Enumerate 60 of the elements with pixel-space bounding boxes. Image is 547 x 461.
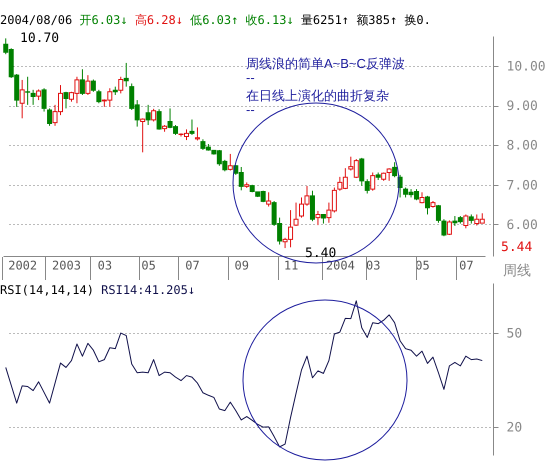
x-tick-label: 07 <box>459 258 474 272</box>
x-tick-label: 09 <box>234 258 249 272</box>
y-tick-label: 50 <box>506 326 522 342</box>
candlestick <box>420 192 425 204</box>
chart-subtitle: 2004/08/06 开6.03↓ 高6.28↓ 低6.03↑ 收6.13↓ 量6251↑ 额385↑ 换0. <box>0 13 431 27</box>
candlestick <box>80 68 85 96</box>
x-tick-label: 03 <box>366 258 380 272</box>
candlestick <box>463 214 468 229</box>
candlestick <box>151 108 156 122</box>
candlestick <box>156 108 162 130</box>
candlestick <box>266 192 272 208</box>
candlestick <box>118 76 124 94</box>
candlestick <box>47 108 52 126</box>
annotation: 在日线上演化的曲折复杂 <box>246 88 389 103</box>
x-tick-label: 2002 <box>8 258 38 272</box>
candlestick <box>30 89 36 106</box>
candlestick <box>446 220 452 236</box>
candlestick <box>370 172 376 192</box>
line-series <box>5 300 483 448</box>
y-tick-label: 9.00 <box>506 99 538 114</box>
chart-title: RSI(14,14,14) RSI14:41.205↓ <box>0 283 196 297</box>
candlestick <box>90 79 96 92</box>
x-tick-label: 05 <box>141 258 156 272</box>
candlestick <box>468 214 474 224</box>
candlestick <box>386 168 392 182</box>
y-tick-label: 8.00 <box>506 138 538 154</box>
x-tick-label: 07 <box>185 258 200 272</box>
candlestick <box>36 88 42 101</box>
x-tick-label: 2003 <box>52 258 81 272</box>
annotation: 周线浪的简单A~B~C反弹波 <box>246 56 405 71</box>
annotation: -- <box>246 102 255 117</box>
y-tick-label: 7.00 <box>506 178 538 194</box>
x-tick-label: 11 <box>284 258 298 272</box>
y-tick-label: 6.00 <box>506 218 538 233</box>
y-tick-label: 10.00 <box>506 60 546 75</box>
x-tick-label: 03 <box>98 258 112 272</box>
annotation: -- <box>246 70 255 85</box>
candlestick <box>42 88 47 112</box>
annotation: 10.70 <box>20 31 60 46</box>
candlestick <box>124 62 129 88</box>
candlestick <box>20 79 25 119</box>
candlestick <box>96 89 102 104</box>
y-tick-label: 20 <box>506 420 522 436</box>
candlestick <box>140 118 146 153</box>
candlestick <box>424 195 430 215</box>
candlestick <box>294 202 299 226</box>
candlestick <box>189 118 194 136</box>
candlestick <box>63 91 68 109</box>
candlestick <box>320 214 326 224</box>
candlestick <box>315 210 320 226</box>
candlestick <box>392 162 398 178</box>
candlestick <box>310 190 315 222</box>
candlestick <box>228 153 233 172</box>
candlestick <box>194 126 200 141</box>
candlestick <box>85 74 90 96</box>
x-tick-label: 2004 <box>326 258 355 272</box>
annotation: 5.40 <box>305 246 336 261</box>
x-axis-title: 周线 <box>503 262 531 280</box>
text: 5.44 <box>501 240 532 255</box>
candlestick <box>146 104 151 126</box>
